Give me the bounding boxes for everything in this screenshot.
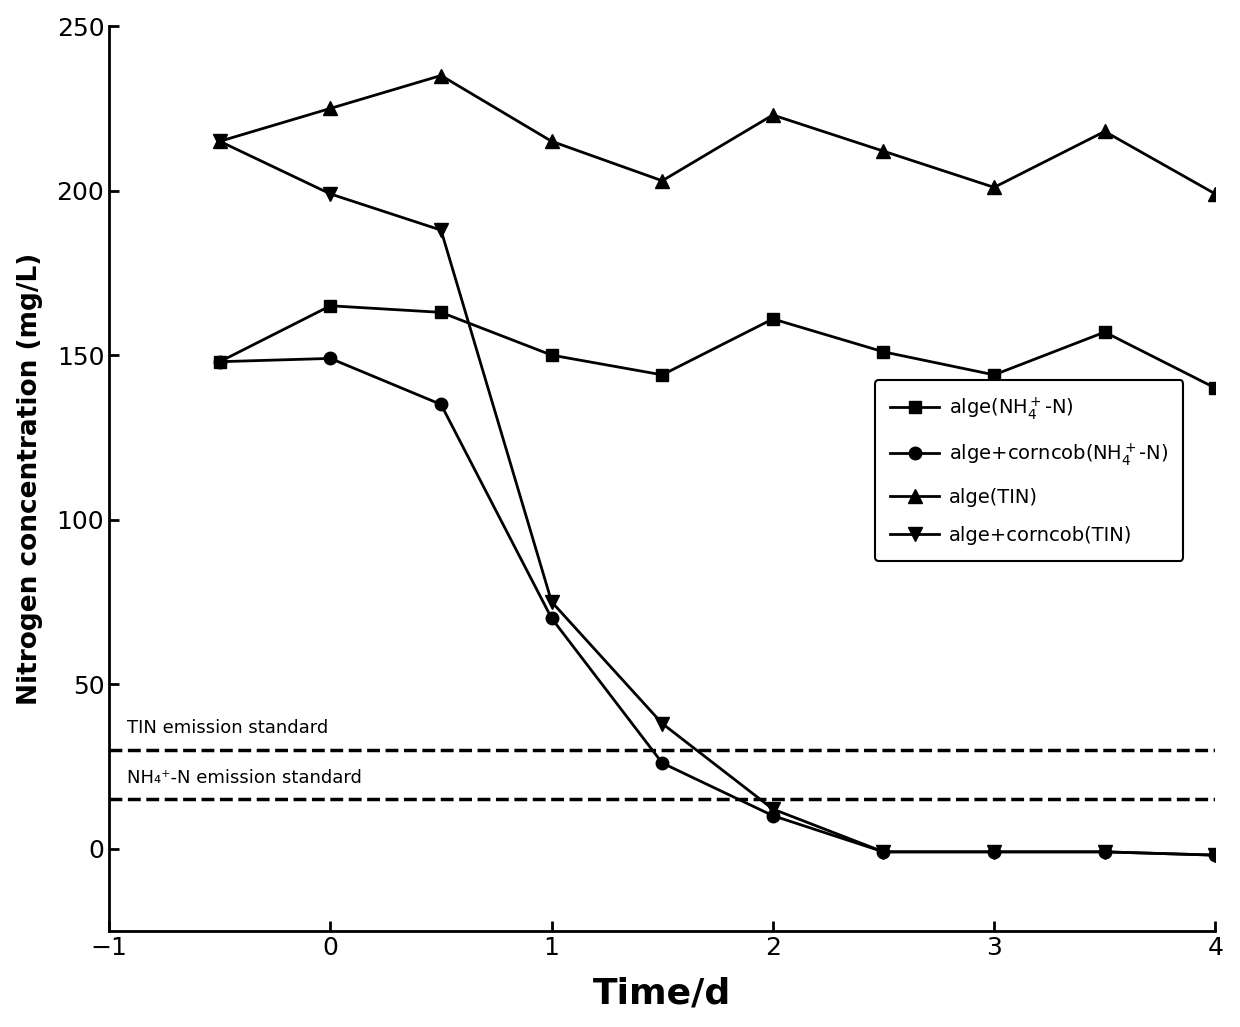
Legend: alge(NH$_4^+$-N), alge+corncob(NH$_4^+$-N), alge(TIN), alge+corncob(TIN): alge(NH$_4^+$-N), alge+corncob(NH$_4^+$-… [874,380,1183,561]
Text: NH₄⁺-N emission standard: NH₄⁺-N emission standard [126,769,362,787]
X-axis label: Time/d: Time/d [593,977,732,1011]
Y-axis label: Nitrogen concentration (mg/L): Nitrogen concentration (mg/L) [16,253,42,705]
Text: TIN emission standard: TIN emission standard [126,720,329,737]
